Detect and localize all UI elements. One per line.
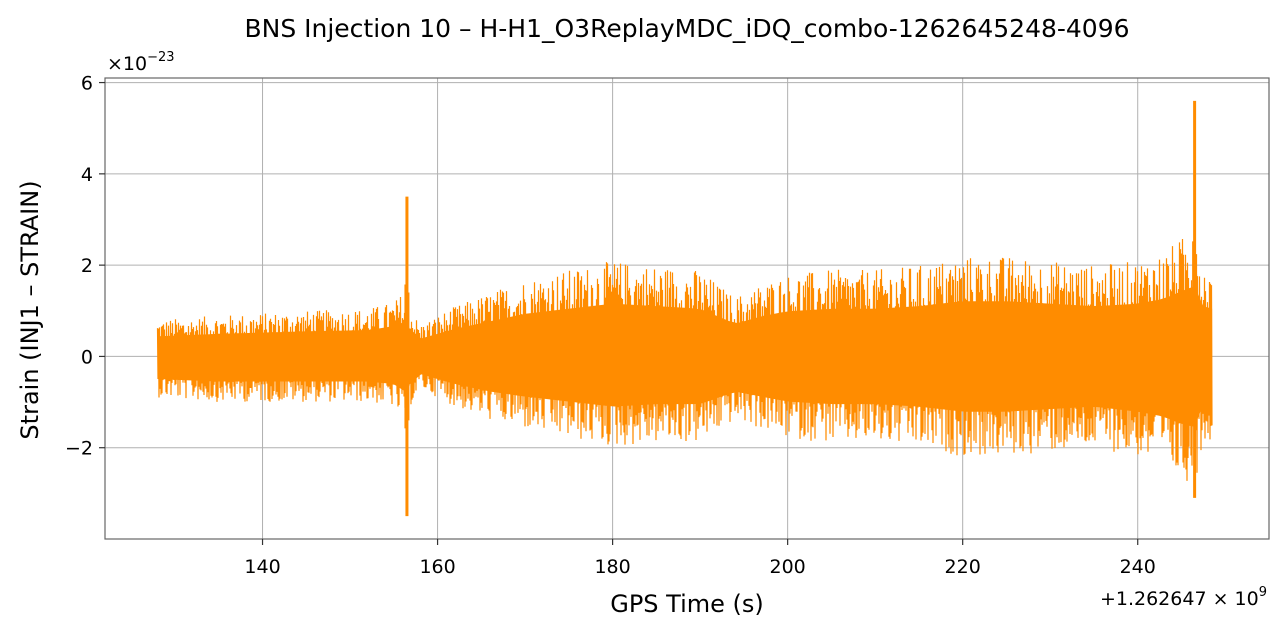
y-tick-label: 4 xyxy=(81,164,93,186)
x-tick-label: 160 xyxy=(419,556,455,578)
x-tick-label: 200 xyxy=(770,556,806,578)
series-layer xyxy=(156,100,1213,517)
y-tick-label: 2 xyxy=(81,255,93,277)
y-scale-label: ×10−23 xyxy=(107,50,175,75)
x-tick-label: 180 xyxy=(594,556,630,578)
y-tick-label: 6 xyxy=(81,73,93,95)
strain-core-band xyxy=(157,286,1213,427)
x-tick-label: 140 xyxy=(244,556,280,578)
y-scale-exponent: −23 xyxy=(147,50,174,65)
plot-frame xyxy=(104,77,1270,540)
y-tick-label: −2 xyxy=(65,438,93,460)
y-axis-label: Strain (INJ1 – STRAIN) xyxy=(16,180,44,439)
x-tick-label: 240 xyxy=(1120,556,1156,578)
x-offset-exponent: 9 xyxy=(1259,585,1267,600)
x-axis: 140 160 180 200 220 240 xyxy=(244,539,1156,578)
y-axis: −2 0 2 4 6 xyxy=(65,73,105,460)
y-tick-label: 0 xyxy=(81,346,93,368)
x-offset-label: +1.262647 × 109 xyxy=(1100,585,1267,610)
x-tick-label: 220 xyxy=(945,556,981,578)
x-axis-label: GPS Time (s) xyxy=(610,590,764,618)
chart-title: BNS Injection 10 – H-H1_O3ReplayMDC_iDQ_… xyxy=(244,14,1129,43)
